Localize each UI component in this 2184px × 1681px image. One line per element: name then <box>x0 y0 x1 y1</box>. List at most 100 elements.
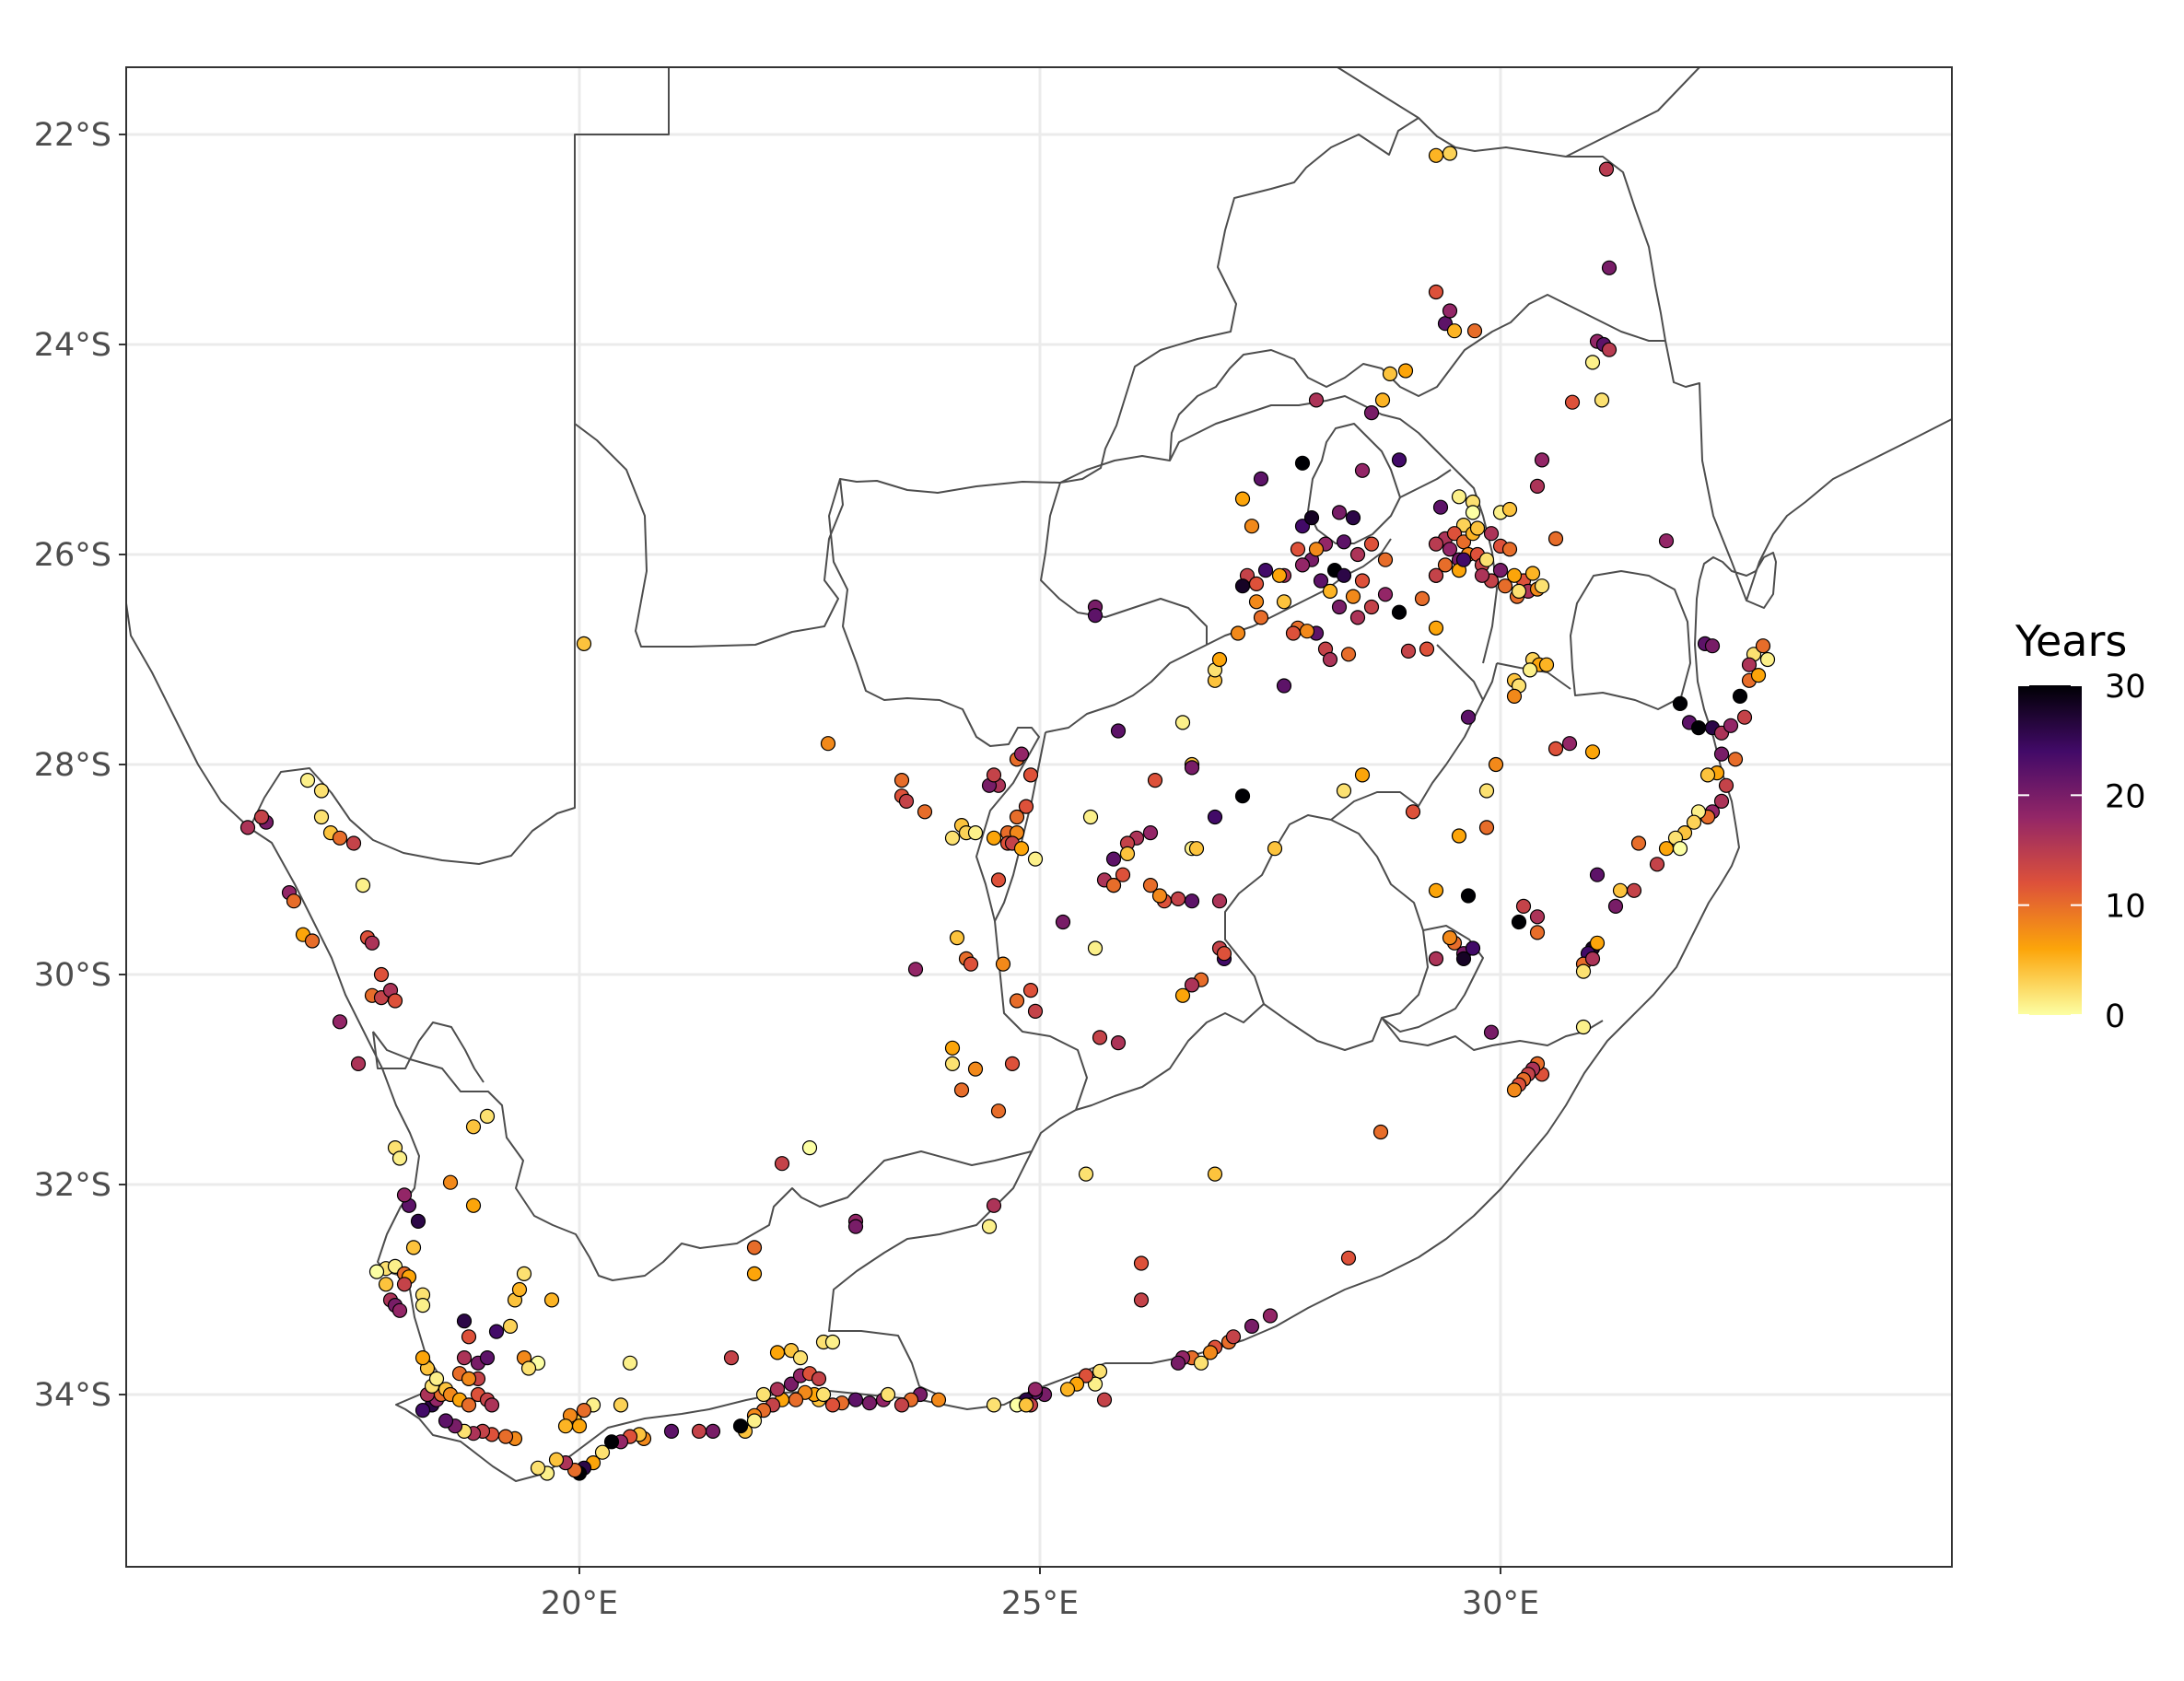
occurrence-point <box>917 804 933 820</box>
occurrence-point <box>1216 946 1232 962</box>
occurrence-point <box>1451 828 1467 844</box>
occurrence-point <box>1308 542 1325 557</box>
occurrence-point <box>1207 1166 1223 1182</box>
occurrence-point <box>1059 1382 1076 1397</box>
occurrence-point <box>1340 1250 1357 1266</box>
occurrence-point <box>1511 914 1527 930</box>
occurrence-point <box>1428 567 1444 583</box>
occurrence-point <box>1750 667 1767 683</box>
occurrence-point <box>1589 935 1606 951</box>
occurrence-point <box>1699 767 1716 783</box>
occurrence-point <box>705 1423 721 1440</box>
occurrence-point <box>1612 882 1629 898</box>
occurrence-point <box>557 1418 574 1434</box>
occurrence-point <box>391 1150 408 1166</box>
occurrence-point <box>1096 1392 1113 1407</box>
occurrence-point <box>1336 534 1352 550</box>
occurrence-point <box>253 809 270 825</box>
occurrence-point <box>1345 509 1361 526</box>
occurrence-point <box>1170 891 1186 907</box>
occurrence-point <box>953 1082 970 1098</box>
legend-tick-label: 0 <box>2105 998 2125 1035</box>
occurrence-point <box>1405 804 1421 820</box>
occurrence-point <box>1013 746 1030 762</box>
occurrence-point <box>944 830 961 846</box>
occurrence-point <box>746 1413 763 1429</box>
occurrence-point <box>1022 982 1039 998</box>
legend-ticks: 0 10 20 30 <box>2018 669 2146 1035</box>
occurrence-point <box>1428 536 1444 552</box>
occurrence-point <box>1391 452 1407 468</box>
occurrence-point <box>1363 405 1380 421</box>
occurrence-point <box>576 636 592 652</box>
occurrence-point <box>1253 471 1269 487</box>
occurrence-point <box>1027 1382 1044 1397</box>
occurrence-point <box>1589 867 1606 882</box>
namibia-coast <box>126 602 251 829</box>
eswatini-border <box>1570 570 1691 710</box>
occurrence-point <box>239 820 256 835</box>
occurrence-point <box>378 1277 394 1292</box>
occurrence-point <box>1488 756 1504 773</box>
occurrence-point <box>1397 363 1414 379</box>
occurrence-point <box>1446 323 1463 339</box>
occurrence-point <box>415 1349 431 1366</box>
occurrence-point <box>1234 788 1251 804</box>
occurrence-point <box>304 933 321 949</box>
occurrence-point <box>1267 841 1283 857</box>
occurrence-point <box>1105 877 1122 893</box>
occurrence-point <box>995 956 1011 972</box>
legend-title: Years <box>2015 616 2127 666</box>
occurrence-point <box>516 1266 532 1282</box>
occurrence-point <box>456 1313 473 1329</box>
occurrence-point <box>387 993 403 1009</box>
occurrence-point <box>1428 882 1444 898</box>
occurrence-point <box>1119 846 1136 862</box>
province-boundary-northwest-west <box>1045 644 1208 733</box>
occurrence-point <box>1428 620 1444 636</box>
y-tick-label: 26°S <box>34 537 111 574</box>
occurrence-point <box>1455 517 1472 533</box>
occurrence-point <box>1446 526 1463 542</box>
occurrence-point <box>1584 355 1601 370</box>
occurrence-point <box>1575 1019 1592 1035</box>
occurrence-point <box>1294 519 1311 534</box>
occurrence-point <box>820 736 836 752</box>
occurrence-point <box>1184 977 1200 993</box>
occurrence-point <box>1374 392 1391 408</box>
occurrence-point <box>461 1397 477 1413</box>
y-tick-label: 34°S <box>34 1377 111 1414</box>
occurrence-point <box>792 1349 809 1366</box>
color-legend: Years 0 10 20 30 <box>2015 616 2146 1035</box>
occurrence-point <box>1147 772 1163 788</box>
namibia-botswana-border <box>574 67 670 424</box>
y-tick-label: 22°S <box>34 117 111 154</box>
occurrence-point <box>543 1292 560 1308</box>
occurrence-point <box>723 1349 740 1366</box>
occurrence-point <box>1506 1082 1523 1098</box>
occurrence-point <box>1727 752 1744 767</box>
occurrence-point <box>1686 814 1702 830</box>
occurrence-point <box>811 1371 827 1387</box>
occurrence-point <box>1466 323 1483 339</box>
legend-tick-label: 10 <box>2105 889 2146 926</box>
occurrence-point <box>986 1397 1002 1413</box>
occurrence-point <box>1248 576 1265 592</box>
occurrence-point <box>286 893 302 909</box>
occurrence-point <box>1478 783 1495 799</box>
occurrence-point <box>1428 284 1444 300</box>
occurrence-point <box>663 1423 680 1440</box>
occurrence-point <box>1506 567 1523 583</box>
occurrence-point <box>396 1277 413 1292</box>
occurrence-point <box>1672 841 1688 857</box>
occurrence-point <box>1547 531 1564 547</box>
occurrence-point <box>1354 767 1371 783</box>
occurrence-point <box>1529 925 1546 940</box>
occurrence-point <box>1564 394 1581 410</box>
occurrence-point <box>769 1345 786 1360</box>
occurrence-point <box>1515 898 1532 915</box>
occurrence-point <box>1087 1376 1104 1392</box>
occurrence-point <box>442 1174 459 1190</box>
occurrence-point <box>1262 1308 1279 1324</box>
occurrence-point <box>1419 641 1435 657</box>
